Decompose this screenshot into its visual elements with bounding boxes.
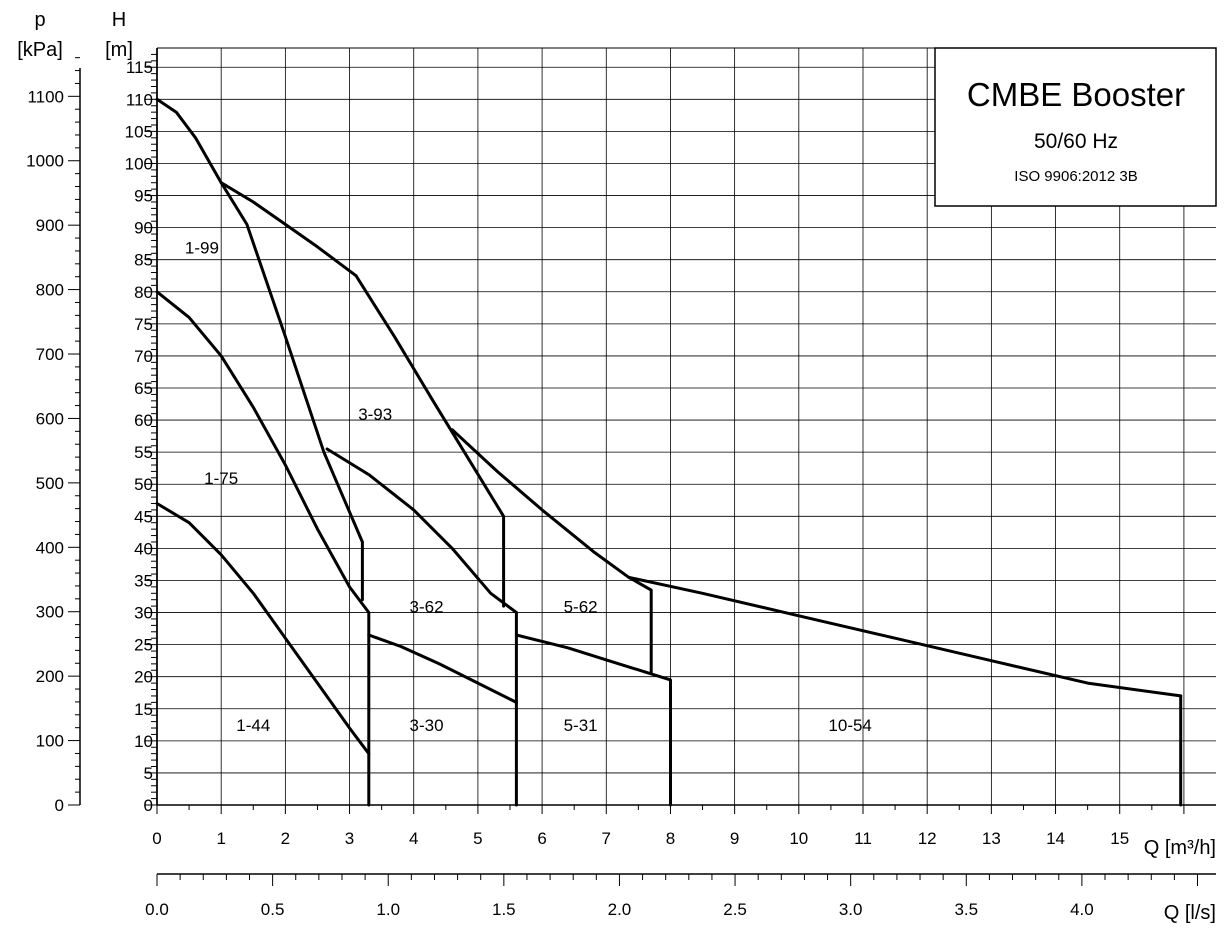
pump-curve: [219, 181, 358, 278]
pressure-tick-label: 1000: [26, 152, 64, 171]
flow-m3h-tick-label: 5: [473, 829, 482, 848]
head-tick-label: 60: [134, 411, 153, 430]
curves: [155, 97, 1183, 807]
pump-curve: [367, 633, 518, 704]
head-tick-label: 40: [134, 539, 153, 558]
head-tick-label: 10: [134, 732, 153, 751]
flow-ls-tick-label: 2.0: [608, 900, 632, 919]
flow-m3h-tick-label: 8: [666, 829, 675, 848]
head-tick-label: 30: [134, 604, 153, 623]
flow-m3h-tick-label: 1: [216, 829, 225, 848]
pressure-axis-unit: [kPa]: [17, 39, 63, 61]
flow-m3h-tick-label: 13: [982, 829, 1001, 848]
curve-labels: 1-99 1-75 1-44 3-93 3-62 3-30 5-62 5-31 10-54: [185, 238, 872, 735]
curve-label: 3-93: [358, 405, 392, 424]
head-tick-label: 115: [126, 58, 153, 77]
flow-m3h-tick-label: 12: [918, 829, 937, 848]
flow-m3h-tick-label: 7: [602, 829, 611, 848]
axis-titles: p [kPa] H [m] Q [m³/h] Q [l/s]: [17, 9, 1216, 924]
flow-m3h-tick-label: 10: [789, 829, 808, 848]
head-tick-label: 80: [134, 283, 153, 302]
pressure-tick-label: 300: [36, 603, 64, 622]
head-tick-label: 35: [134, 571, 153, 590]
title-box: CMBE Booster 50/60 Hz ISO 9906:2012 3B: [934, 47, 1217, 207]
head-axis-unit: [m]: [105, 39, 133, 61]
flow-ls-tick-label: 2.5: [723, 900, 747, 919]
curve-label: 1-99: [185, 238, 219, 257]
chart-title: CMBE Booster: [967, 76, 1185, 113]
pressure-axis-name: p: [34, 9, 45, 31]
chart-subtitle: 50/60 Hz: [1034, 130, 1118, 153]
head-tick-label: 50: [134, 475, 153, 494]
pump-curve: [514, 633, 672, 807]
axes: 0510152025303540455055606570758085909510…: [26, 47, 1216, 919]
head-tick-label: 25: [134, 636, 153, 655]
pressure-tick-label: 900: [36, 216, 64, 235]
chart-standard: ISO 9906:2012 3B: [1014, 168, 1137, 185]
flow-ls-tick-label: 3.5: [954, 900, 978, 919]
head-tick-label: 70: [134, 347, 153, 366]
curve-label: 10-54: [828, 716, 871, 735]
flow-ls-tick-label: 1.0: [376, 900, 400, 919]
head-tick-label: 95: [134, 187, 153, 206]
curve-label: 3-62: [410, 598, 444, 617]
head-tick-label: 100: [125, 154, 153, 173]
head-tick-label: 65: [134, 379, 153, 398]
pump-curve: [627, 575, 1183, 698]
flow-m3h-tick-label: 0: [152, 829, 161, 848]
head-tick-label: 5: [144, 764, 153, 783]
head-tick-label: 110: [126, 90, 153, 109]
head-tick-label: 55: [134, 443, 153, 462]
flow-m3h-tick-label: 3: [345, 829, 354, 848]
head-tick-label: 15: [134, 700, 153, 719]
flow-m3h-tick-label: 14: [1046, 829, 1065, 848]
pressure-tick-label: 400: [36, 538, 64, 557]
pump-curve: [219, 181, 364, 602]
title-box-frame: [934, 47, 1217, 207]
pump-curve: [354, 274, 506, 608]
pressure-tick-label: 600: [36, 409, 64, 428]
pressure-tick-label: 500: [36, 474, 64, 493]
curve-label: 3-30: [410, 716, 444, 735]
flow-m3h-tick-label: 15: [1110, 829, 1129, 848]
flow-axis-label-ls: Q [l/s]: [1164, 902, 1216, 924]
pump-curve: [325, 447, 518, 807]
flow-m3h-tick-label: 6: [537, 829, 546, 848]
curve-label: 1-75: [204, 469, 238, 488]
flow-m3h-tick-label: 9: [730, 829, 739, 848]
flow-ls-tick-label: 0.5: [261, 900, 285, 919]
flow-m3h-tick-label: 11: [854, 829, 872, 848]
pressure-tick-label: 1100: [27, 87, 64, 106]
head-tick-label: 105: [125, 122, 153, 141]
pressure-tick-label: 100: [36, 732, 64, 751]
flow-ls-tick-label: 0.0: [145, 900, 169, 919]
head-tick-label: 0: [144, 796, 153, 815]
head-tick-label: 75: [134, 315, 153, 334]
flow-axis-label-m3h: Q [m³/h]: [1144, 837, 1216, 859]
pressure-tick-label: 0: [55, 796, 64, 815]
flow-m3h-tick-label: 2: [281, 829, 290, 848]
curve-label: 5-62: [564, 598, 598, 617]
pressure-tick-label: 200: [36, 667, 64, 686]
pressure-tick-label: 800: [36, 281, 64, 300]
flow-ls-tick-label: 1.5: [492, 900, 516, 919]
pump-curve: [155, 97, 223, 185]
head-tick-label: 45: [134, 507, 153, 526]
curve-label: 1-44: [236, 716, 270, 735]
flow-ls-tick-label: 4.0: [1070, 900, 1094, 919]
flow-m3h-tick-label: 4: [409, 829, 418, 848]
flow-ls-tick-label: 3.0: [839, 900, 863, 919]
head-tick-label: 90: [134, 219, 153, 238]
pump-curve: [155, 290, 371, 807]
pressure-tick-label: 700: [36, 345, 64, 364]
pump-curve: [450, 428, 653, 675]
curve-label: 5-31: [564, 716, 598, 735]
head-tick-label: 20: [134, 668, 153, 687]
pump-curve: [155, 502, 371, 756]
head-tick-label: 85: [134, 251, 153, 270]
head-axis-name: H: [112, 9, 126, 31]
